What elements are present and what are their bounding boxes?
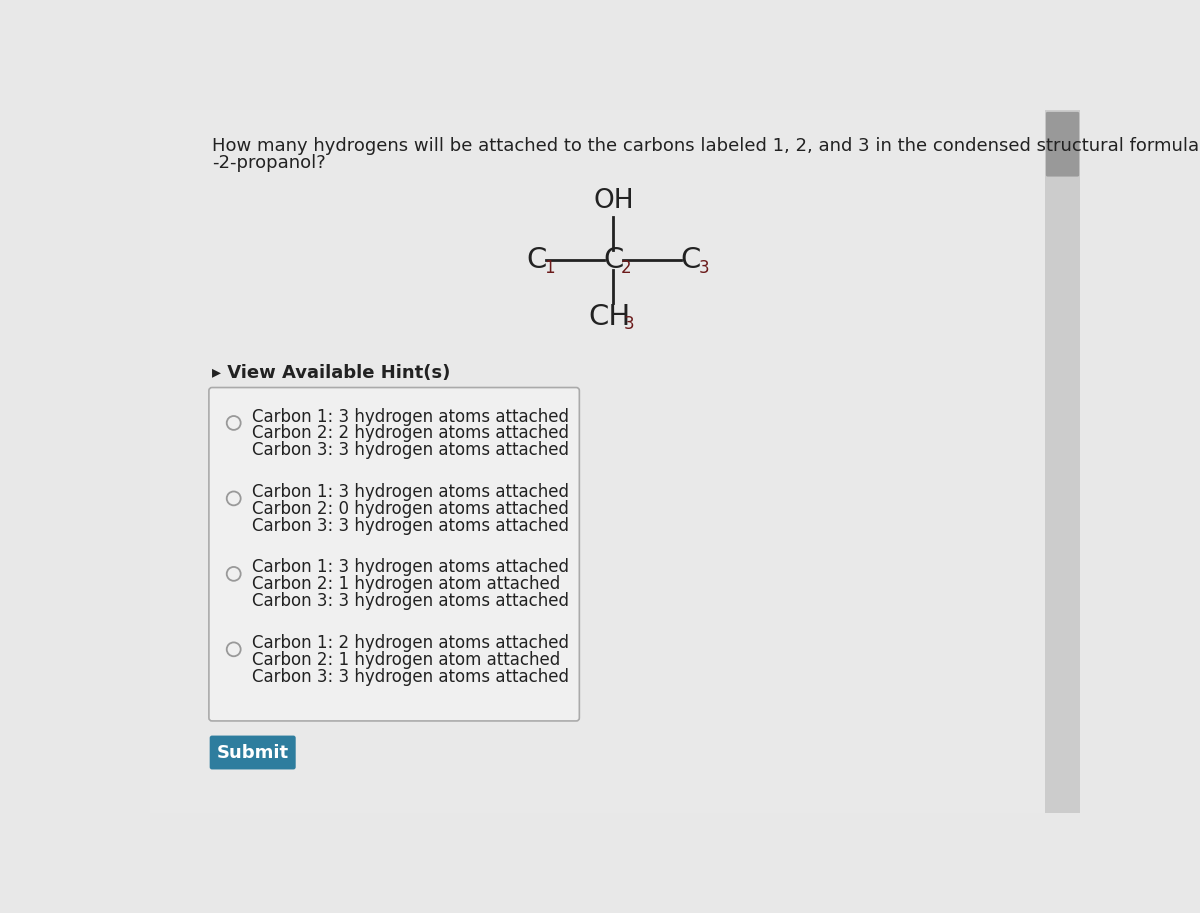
FancyBboxPatch shape xyxy=(209,387,580,721)
Text: C: C xyxy=(604,246,624,274)
Text: How many hydrogens will be attached to the carbons labeled 1, 2, and 3 in the co: How many hydrogens will be attached to t… xyxy=(212,137,1200,154)
Text: Carbon 1: 3 hydrogen atoms attached: Carbon 1: 3 hydrogen atoms attached xyxy=(252,407,569,425)
Text: -2-propanol?: -2-propanol? xyxy=(212,154,325,173)
Text: Carbon 3: 3 hydrogen atoms attached: Carbon 3: 3 hydrogen atoms attached xyxy=(252,517,569,535)
Text: 3: 3 xyxy=(624,315,634,332)
Text: Carbon 3: 3 hydrogen atoms attached: Carbon 3: 3 hydrogen atoms attached xyxy=(252,441,569,459)
Text: ▸ View Available Hint(s): ▸ View Available Hint(s) xyxy=(212,363,450,382)
Text: Carbon 3: 3 hydrogen atoms attached: Carbon 3: 3 hydrogen atoms attached xyxy=(252,667,569,686)
Text: 2: 2 xyxy=(622,259,632,278)
FancyBboxPatch shape xyxy=(150,110,1045,813)
Text: CH: CH xyxy=(588,303,631,331)
Text: Carbon 2: 1 hydrogen atom attached: Carbon 2: 1 hydrogen atom attached xyxy=(252,575,560,593)
Text: Carbon 1: 3 hydrogen atoms attached: Carbon 1: 3 hydrogen atoms attached xyxy=(252,483,569,501)
Text: Carbon 1: 2 hydrogen atoms attached: Carbon 1: 2 hydrogen atoms attached xyxy=(252,634,569,652)
FancyBboxPatch shape xyxy=(1046,112,1079,176)
Text: 1: 1 xyxy=(544,259,554,278)
Text: Carbon 3: 3 hydrogen atoms attached: Carbon 3: 3 hydrogen atoms attached xyxy=(252,593,569,611)
Text: Carbon 1: 3 hydrogen atoms attached: Carbon 1: 3 hydrogen atoms attached xyxy=(252,559,569,576)
FancyBboxPatch shape xyxy=(210,736,295,770)
Text: Carbon 2: 0 hydrogen atoms attached: Carbon 2: 0 hydrogen atoms attached xyxy=(252,500,569,518)
Text: C: C xyxy=(680,246,701,274)
Text: Submit: Submit xyxy=(217,743,289,761)
Text: Carbon 2: 2 hydrogen atoms attached: Carbon 2: 2 hydrogen atoms attached xyxy=(252,425,569,443)
Text: Carbon 2: 1 hydrogen atom attached: Carbon 2: 1 hydrogen atom attached xyxy=(252,651,560,669)
Text: C: C xyxy=(526,246,546,274)
Text: 3: 3 xyxy=(698,259,709,278)
FancyBboxPatch shape xyxy=(1045,110,1080,813)
Text: OH: OH xyxy=(593,188,634,215)
